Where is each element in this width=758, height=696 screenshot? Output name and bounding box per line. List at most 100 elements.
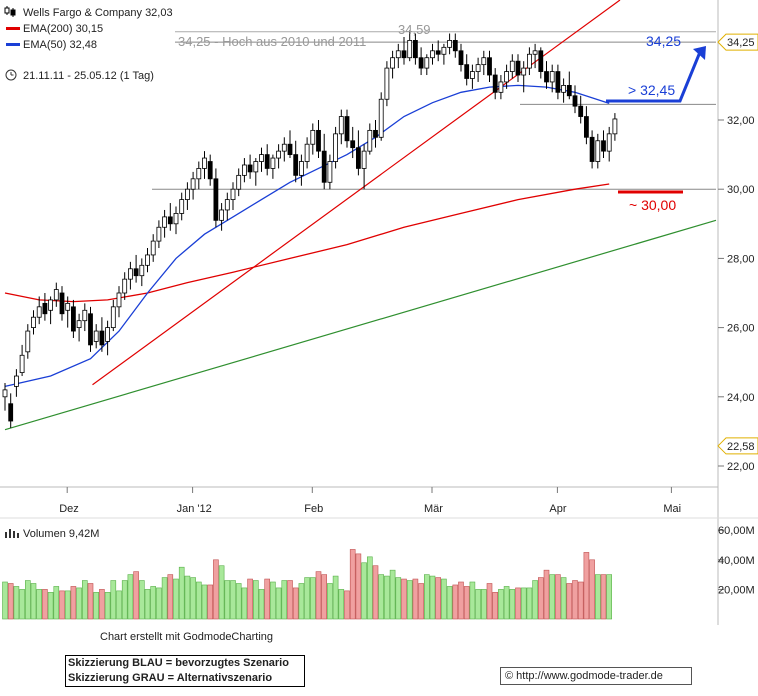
candle-body: [452, 40, 458, 52]
candle-body: [224, 199, 230, 211]
time-tick-label: Mär: [424, 503, 443, 515]
candle-body: [145, 254, 150, 266]
candle-body: [378, 98, 384, 138]
volume-bar: [475, 589, 481, 620]
candle-body: [179, 199, 185, 214]
volume-bar: [76, 587, 82, 620]
volume-label: Volumen 9,42M: [23, 528, 99, 540]
volume-bar: [395, 577, 402, 620]
volume-bar: [173, 578, 179, 620]
volume-bar: [498, 589, 504, 620]
ema50-label: EMA(50) 32,48: [23, 39, 97, 51]
volume-bar: [429, 575, 436, 620]
time-tick-label: Dez: [59, 503, 79, 515]
horizontal-levels: [152, 31, 716, 190]
volume-bar: [543, 569, 550, 620]
candle-body: [259, 154, 264, 162]
candle-body: [241, 164, 247, 176]
candle-body: [53, 289, 59, 301]
volume-bar: [213, 559, 219, 620]
volume-bar: [441, 578, 447, 620]
volume-bar: [344, 590, 350, 620]
candle-body: [156, 226, 162, 242]
candle-body: [561, 85, 566, 93]
volume-bar: [361, 562, 367, 620]
candle-body: [110, 306, 116, 328]
volume-bar: [36, 589, 43, 620]
candle-body: [532, 50, 538, 55]
candle-body: [247, 164, 253, 173]
volume-bar: [315, 571, 322, 620]
volume-bar: [218, 565, 225, 620]
candle-body: [498, 81, 504, 93]
volume-bar: [201, 584, 208, 620]
candle-body: [407, 40, 413, 59]
candle-body: [190, 178, 196, 190]
volume-bar: [292, 587, 299, 620]
candle-body: [116, 292, 122, 308]
candle-body: [276, 150, 282, 159]
price-tick-label: 34,25: [727, 37, 755, 49]
candle-body: [48, 299, 53, 311]
volume-bar: [555, 574, 561, 620]
candle-body: [509, 60, 515, 72]
volume-bar: [121, 580, 128, 620]
time-tick-label: Feb: [304, 503, 323, 515]
volume-bar: [281, 580, 288, 620]
candle-body: [458, 50, 464, 66]
volume-icon: [5, 529, 19, 538]
candle-body: [36, 306, 42, 318]
copyright-url: http://www.godmode-trader.de: [516, 670, 663, 682]
volume-tick-label: 20,00M: [718, 584, 755, 596]
period-label: 21.11.11 - 25.05.12 (1 Tag): [23, 70, 154, 82]
volume-bar: [327, 583, 333, 620]
scenario-grey-text: Skizzierung GRAU = Alternativszenario: [68, 672, 273, 684]
volume-bar: [583, 552, 590, 620]
volume-bar: [156, 587, 162, 620]
price-axis: 34,25 32,00 30,00 28,00 26,00 24,00 22,58 22,00: [717, 33, 758, 473]
candle-body: [527, 53, 532, 69]
candle-body: [401, 50, 407, 59]
volume-bar: [7, 583, 14, 620]
volume-bar: [537, 577, 544, 620]
candle-body: [447, 40, 453, 48]
volume-bar: [298, 583, 305, 620]
candle-body: [207, 161, 213, 180]
candle-body: [418, 57, 424, 69]
price-tick-label: 22,00: [727, 461, 755, 473]
volume-bar: [190, 577, 196, 620]
volume-bar: [47, 592, 54, 620]
candle-body: [492, 74, 498, 93]
candle-body: [549, 71, 555, 83]
volume-bar: [332, 575, 339, 620]
volume-bar: [532, 580, 538, 620]
candle-body: [612, 118, 618, 135]
scenario-arrows: [606, 46, 706, 194]
volume-bar: [389, 569, 396, 620]
ema50-swatch: [6, 43, 20, 46]
peak-annotation: 34,59: [398, 22, 431, 37]
candle-body: [139, 264, 145, 277]
volume-bar: [207, 584, 213, 620]
copyright-link[interactable]: © http://www.godmode-trader.de: [500, 667, 692, 685]
candle-body: [304, 143, 310, 162]
candle-body: [578, 105, 584, 117]
candle-body: [338, 116, 344, 135]
candle-body: [293, 154, 299, 176]
ema50-line: [4, 84, 610, 388]
candle-body: [584, 116, 589, 138]
volume-bar: [150, 586, 156, 620]
volume-bar: [549, 574, 556, 620]
ema200-swatch: [6, 27, 20, 30]
red-trendline: [92, 0, 621, 386]
candle-body: [99, 330, 105, 346]
candle-body: [544, 71, 549, 83]
candle-body: [25, 330, 31, 353]
price-tick-label: 22,58: [727, 441, 755, 453]
volume-bar: [577, 581, 584, 620]
volume-bars: [2, 549, 613, 620]
volume-bar: [133, 571, 139, 620]
volume-bar: [196, 581, 202, 620]
time-tick-label: Apr: [549, 503, 566, 515]
clock-icon: [5, 69, 17, 81]
